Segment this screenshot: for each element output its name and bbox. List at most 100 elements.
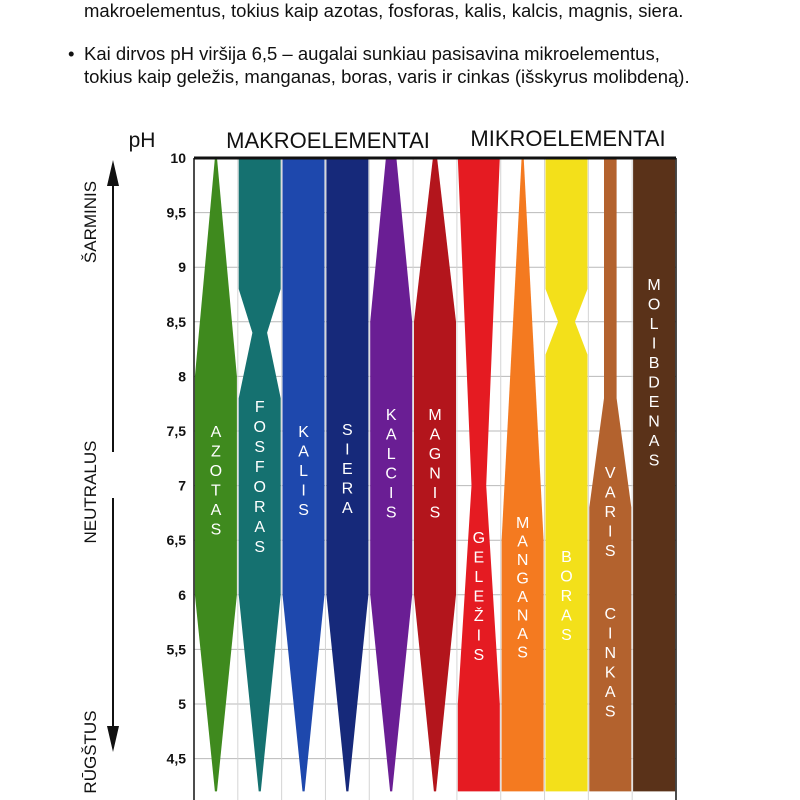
band-letter: S bbox=[649, 453, 660, 470]
band-letter: B bbox=[561, 549, 572, 566]
y-tick-label-4: 8 bbox=[178, 368, 186, 384]
band-letter: C bbox=[385, 466, 397, 483]
y-tick-label-6: 7 bbox=[178, 478, 186, 494]
band-letter: O bbox=[254, 419, 266, 436]
band-letter: A bbox=[649, 433, 660, 450]
intro-line-1-text: makroelementus, tokius kaip azotas, fosf… bbox=[84, 0, 684, 21]
band-letter: Z bbox=[211, 444, 221, 461]
band-varis-cinkas bbox=[589, 158, 632, 792]
band-letter: R bbox=[342, 481, 354, 498]
band-letter: G bbox=[429, 446, 441, 463]
y-tick-label-2: 9 bbox=[178, 259, 186, 275]
arrow-up-icon bbox=[107, 160, 119, 186]
band-magnis bbox=[414, 158, 456, 792]
band-letter: L bbox=[387, 446, 396, 463]
y-tick-label-7: 6,5 bbox=[167, 532, 187, 548]
band-manganas bbox=[501, 158, 544, 792]
band-letter: I bbox=[389, 485, 393, 502]
band-letter: S bbox=[430, 505, 441, 522]
band-letter: A bbox=[298, 444, 309, 461]
band-letter: A bbox=[561, 608, 572, 625]
band-letter: K bbox=[386, 407, 397, 424]
side-label-acidic: RŪGŠTUS bbox=[81, 710, 100, 793]
band-fosforas bbox=[238, 158, 281, 792]
band-letter: S bbox=[254, 439, 265, 456]
chart-frame bbox=[193, 156, 677, 800]
band-letter: N bbox=[429, 466, 441, 483]
group-label-macro: MAKROELEMENTAI bbox=[226, 128, 430, 153]
band-letter: I bbox=[652, 336, 656, 353]
band-letter: C bbox=[604, 606, 616, 623]
bullet-dot: • bbox=[68, 43, 75, 64]
band-letter: N bbox=[517, 608, 529, 625]
nutrient-bands bbox=[194, 158, 676, 792]
band-letter: E bbox=[473, 550, 484, 567]
band-letter: S bbox=[517, 645, 528, 662]
band-letter: A bbox=[430, 427, 441, 444]
band-letter: A bbox=[211, 424, 222, 441]
y-tick-label-5: 7,5 bbox=[167, 423, 187, 439]
band-letter: A bbox=[211, 502, 222, 519]
band-kalcis bbox=[370, 158, 413, 792]
band-letter: S bbox=[211, 522, 222, 539]
band-letter: G bbox=[473, 530, 485, 547]
band-letter: M bbox=[516, 515, 529, 532]
band-letter: M bbox=[428, 407, 441, 424]
y-tick-label-1: 9,5 bbox=[167, 205, 187, 221]
band-letter: S bbox=[386, 505, 397, 522]
band-letter: O bbox=[560, 569, 572, 586]
y-tick-label-10: 5 bbox=[178, 696, 186, 712]
band-letter: A bbox=[254, 519, 265, 536]
band-letter: S bbox=[561, 627, 572, 644]
band-letter: F bbox=[255, 399, 265, 416]
band-letter: I bbox=[345, 442, 349, 459]
band-letter: B bbox=[649, 355, 660, 372]
band-letter: A bbox=[517, 626, 528, 643]
band-letter: I bbox=[433, 485, 437, 502]
intro-bullet-2-line-1: Kai dirvos pH viršija 6,5 – augalai sunk… bbox=[84, 43, 660, 64]
band-letter: G bbox=[516, 571, 528, 588]
y-tick-label-0: 10 bbox=[170, 150, 186, 166]
side-label-alkaline: ŠARMINIS bbox=[81, 181, 100, 263]
y-tick-label-3: 8,5 bbox=[167, 314, 187, 330]
band-geležis bbox=[457, 158, 500, 792]
side-scale: ŠARMINIS NEUTRALUS RŪGŠTUS bbox=[81, 160, 119, 794]
band-letter: N bbox=[517, 552, 529, 569]
band-kalis bbox=[282, 158, 325, 792]
band-letter: I bbox=[608, 524, 612, 541]
band-letter: N bbox=[648, 414, 660, 431]
band-letter: V bbox=[605, 465, 616, 482]
intro-line-1: makroelementus, tokius kaip azotas, fosf… bbox=[68, 0, 768, 22]
band-letter: M bbox=[647, 277, 660, 294]
band-siera bbox=[326, 158, 369, 792]
band-letter: S bbox=[254, 539, 265, 556]
arrow-down-icon bbox=[107, 726, 119, 752]
band-molibdenas bbox=[633, 158, 676, 792]
band-letter: O bbox=[648, 297, 660, 314]
band-letter: I bbox=[608, 626, 612, 643]
band-letter: R bbox=[254, 499, 266, 516]
band-letter: F bbox=[255, 459, 265, 476]
band-letter: L bbox=[299, 463, 308, 480]
band-letter: S bbox=[605, 543, 616, 560]
band-letter: L bbox=[474, 569, 483, 586]
band-letter: R bbox=[604, 504, 616, 521]
band-boras bbox=[545, 158, 588, 792]
band-azotas bbox=[194, 158, 237, 792]
side-label-neutral: NEUTRALUS bbox=[81, 441, 100, 544]
band-letter: O bbox=[210, 463, 222, 480]
band-letter: A bbox=[517, 534, 528, 551]
band-letter: N bbox=[604, 645, 616, 662]
y-tick-label-11: 4,5 bbox=[167, 751, 187, 767]
band-letter: T bbox=[211, 483, 221, 500]
